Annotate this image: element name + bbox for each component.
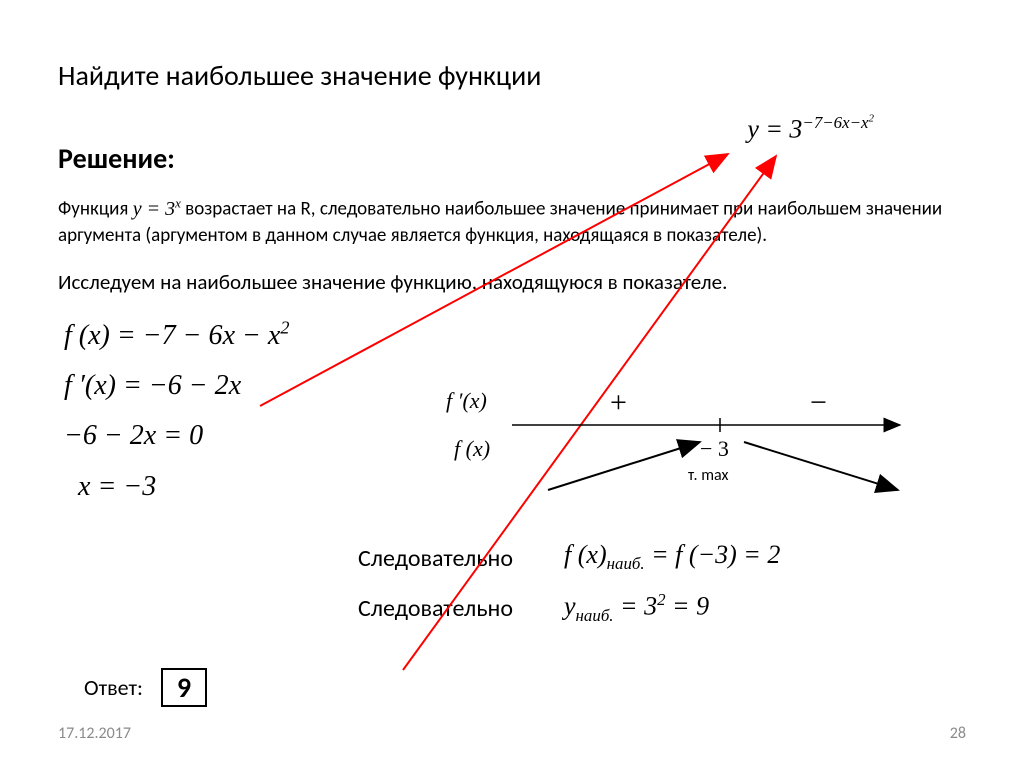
fprime-label: f ′(x) [446,388,487,414]
plus-sign: + [610,386,627,420]
answer-row: Ответ: 9 [84,668,207,707]
para1-pre: Функция [58,198,133,221]
inline-formula: y = 3x [133,198,181,220]
explanation-paragraph-1: Функция y = 3x возрастает на R, следоват… [58,194,966,248]
minus-sign: − [810,386,827,420]
answer-box: 9 [161,668,207,707]
consequence-2-label: Следовательно [358,594,513,623]
consequence-1-formula: f (x)наиб. = f (−3) = 2 [564,540,780,574]
sign-diagram: f ′(x) f (x) + − − 3 т. max [450,388,920,518]
consequence-2-formula: yнаиб. = 32 = 9 [564,590,709,626]
math-line: f (x) = −7 − 6x − x2 [64,311,966,361]
t-max-label: т. max [688,466,728,485]
answer-label: Ответ: [84,674,143,701]
f-label: f (x) [454,436,490,462]
critical-point: − 3 [700,436,729,462]
solution-header: Решение: [58,141,966,176]
task-title: Найдите наибольшее значение функции [58,58,966,93]
main-formula: y = 3−7−6x−x2 [747,112,874,144]
slide: Найдите наибольшее значение функции y = … [0,0,1024,767]
para1-post: возрастает на R, следовательно наибольше… [58,198,942,247]
footer-page-number: 28 [950,724,966,743]
explanation-paragraph-2: Исследуем на наибольшее значение функцию… [58,268,966,296]
footer-date: 17.12.2017 [58,724,131,743]
consequence-1-label: Следовательно [358,544,513,573]
